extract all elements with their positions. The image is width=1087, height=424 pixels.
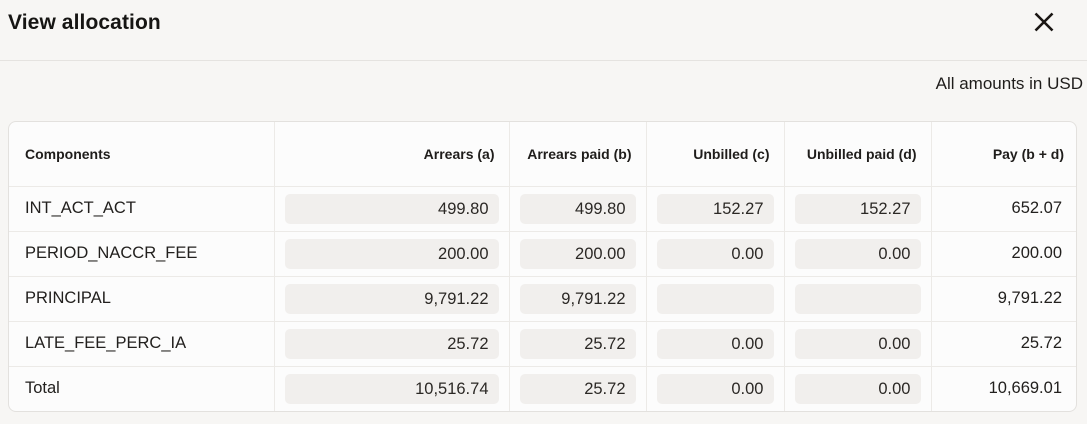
table-row: PRINCIPAL 9,791.22 9,791.22 9,791.22 xyxy=(9,276,1076,322)
header-arrears: Arrears (a) xyxy=(274,122,510,187)
pay-value: 652.07 xyxy=(931,186,1076,232)
unbilled-total-field: 0.00 xyxy=(656,373,774,404)
component-name: INT_ACT_ACT xyxy=(9,186,275,232)
header-arrears-paid: Arrears paid (b) xyxy=(509,122,647,187)
unbilled-paid-field: 0.00 xyxy=(794,328,921,359)
component-name: LATE_FEE_PERC_IA xyxy=(9,321,275,367)
allocation-table: Components Arrears (a) Arrears paid (b) … xyxy=(9,122,1076,411)
component-name: PRINCIPAL xyxy=(9,276,275,322)
arrears-paid-field: 200.00 xyxy=(519,238,636,269)
unbilled-paid-field: 0.00 xyxy=(794,238,921,269)
unbilled-field xyxy=(656,283,774,314)
unbilled-field: 0.00 xyxy=(656,328,774,359)
unbilled-field: 0.00 xyxy=(656,238,774,269)
header-unbilled-paid: Unbilled paid (d) xyxy=(784,122,932,187)
currency-note: All amounts in USD xyxy=(935,74,1083,93)
unbilled-field: 152.27 xyxy=(656,193,774,224)
arrears-total-field: 10,516.74 xyxy=(284,373,499,404)
unbilled-paid-field xyxy=(794,283,921,314)
total-row: Total 10,516.74 25.72 0.00 0.00 10,669.0… xyxy=(9,366,1076,411)
header-row: Components Arrears (a) Arrears paid (b) … xyxy=(9,122,1076,187)
header-pay: Pay (b + d) xyxy=(931,122,1076,187)
allocation-table-card: Components Arrears (a) Arrears paid (b) … xyxy=(8,121,1077,412)
modal-title: View allocation xyxy=(8,11,161,34)
total-label: Total xyxy=(9,366,275,411)
component-name: PERIOD_NACCR_FEE xyxy=(9,231,275,277)
pay-total-value: 10,669.01 xyxy=(988,379,1062,398)
pay-value: 9,791.22 xyxy=(931,276,1076,322)
header-components: Components xyxy=(9,122,275,187)
arrears-paid-total-field: 25.72 xyxy=(519,373,636,404)
arrears-field: 499.80 xyxy=(284,193,499,224)
arrears-field: 9,791.22 xyxy=(284,283,499,314)
arrears-field: 200.00 xyxy=(284,238,499,269)
table-row: LATE_FEE_PERC_IA 25.72 25.72 0.00 0.00 2… xyxy=(9,321,1076,367)
table-row: INT_ACT_ACT 499.80 499.80 152.27 152.27 … xyxy=(9,186,1076,232)
arrears-field: 25.72 xyxy=(284,328,499,359)
pay-value: 25.72 xyxy=(931,321,1076,367)
modal-header: View allocation xyxy=(0,0,1087,61)
close-icon xyxy=(1030,8,1058,36)
close-button[interactable] xyxy=(1029,7,1059,37)
arrears-paid-field: 499.80 xyxy=(519,193,636,224)
arrears-paid-field: 9,791.22 xyxy=(519,283,636,314)
pay-value: 200.00 xyxy=(931,231,1076,277)
arrears-paid-field: 25.72 xyxy=(519,328,636,359)
unbilled-paid-field: 152.27 xyxy=(794,193,921,224)
table-row: PERIOD_NACCR_FEE 200.00 200.00 0.00 0.00… xyxy=(9,231,1076,277)
header-unbilled: Unbilled (c) xyxy=(646,122,785,187)
unbilled-paid-total-field: 0.00 xyxy=(794,373,921,404)
